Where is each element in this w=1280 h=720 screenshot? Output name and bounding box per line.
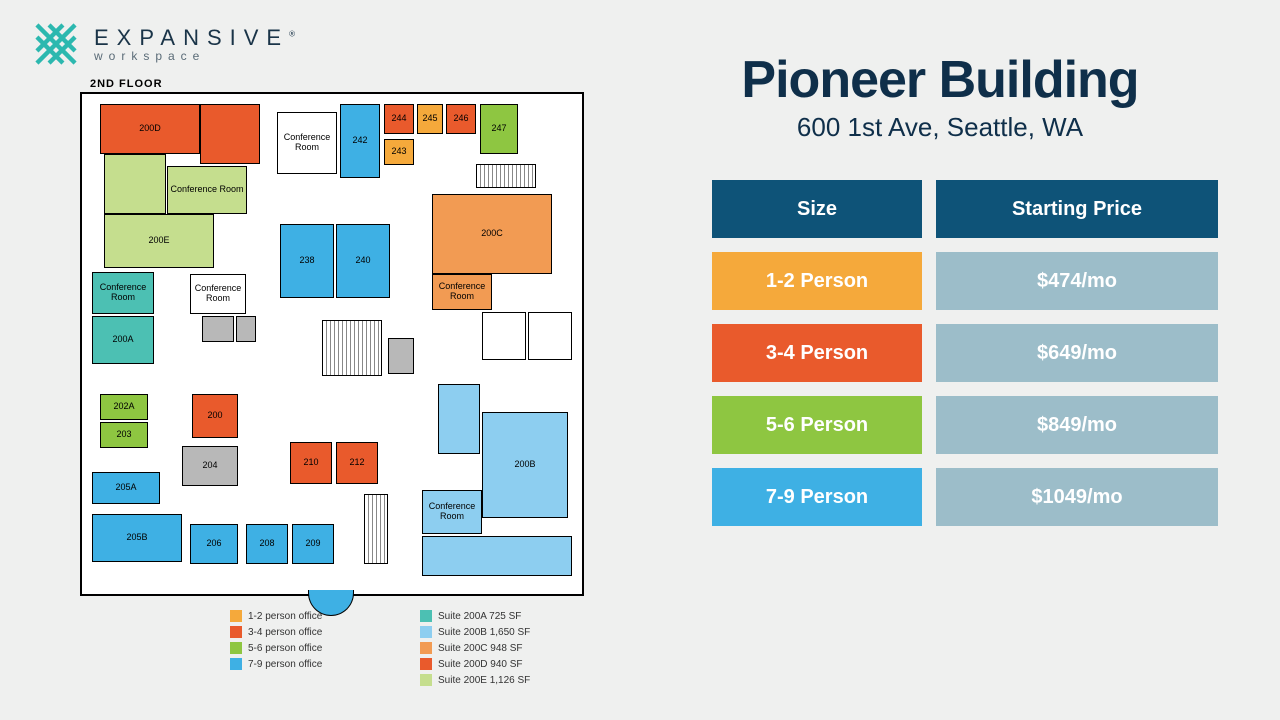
legend-label: Suite 200E 1,126 SF (438, 675, 530, 686)
legend-item: Suite 200E 1,126 SF (420, 674, 590, 686)
room-244: 244 (384, 104, 414, 134)
legend-swatch (420, 610, 432, 622)
room-confB: Conference Room (422, 490, 482, 534)
room-210: 210 (290, 442, 332, 484)
room-200C: 200C (432, 194, 552, 274)
price-cell: 3-4 Person (712, 324, 922, 382)
room-confA: Conference Room (92, 272, 154, 314)
price-cell: 1-2 Person (712, 252, 922, 310)
legend-swatch (230, 626, 242, 638)
floor-plan: 200DConference Room242244245246247243Con… (80, 92, 584, 596)
room-conf1: Conference Room (277, 112, 337, 174)
legend-label: Suite 200B 1,650 SF (438, 627, 530, 638)
room-200E: 200E (104, 214, 214, 268)
room-203: 203 (100, 422, 148, 448)
brand-name: EXPANSIVE® (94, 25, 295, 51)
room-200B: 200B (482, 412, 568, 518)
legend-label: Suite 200A 725 SF (438, 611, 521, 622)
legend-item: Suite 200D 940 SF (420, 658, 590, 670)
room-200E-r (104, 154, 166, 214)
legend-item: 5-6 person office (230, 642, 400, 654)
stairs (364, 494, 388, 564)
legend-label: Suite 200D 940 SF (438, 659, 523, 670)
room-205A: 205A (92, 472, 160, 504)
price-cell: $474/mo (936, 252, 1218, 310)
legend-label: 5-6 person office (248, 643, 322, 654)
legend-swatch (420, 658, 432, 670)
room-conf3: Conference Room (190, 274, 246, 314)
room-hall1 (202, 316, 234, 342)
price-cell: $1049/mo (936, 468, 1218, 526)
room-200r: 200 (192, 394, 238, 438)
legend-item (230, 674, 400, 686)
legend-item: 7-9 person office (230, 658, 400, 670)
brand-sub: workspace (94, 49, 295, 63)
building-title: Pioneer Building (660, 50, 1220, 110)
stairs (476, 164, 536, 188)
room-wc1 (482, 312, 526, 360)
price-cell: $649/mo (936, 324, 1218, 382)
room-200B2 (438, 384, 480, 454)
legend-item: 1-2 person office (230, 610, 400, 622)
price-cell: Size (712, 180, 922, 238)
room-202A: 202A (100, 394, 148, 420)
legend-swatch (230, 658, 242, 670)
legend-label: 7-9 person office (248, 659, 322, 670)
price-cell: 7-9 Person (712, 468, 922, 526)
legend-item: Suite 200A 725 SF (420, 610, 590, 622)
legend-label: Suite 200C 948 SF (438, 643, 523, 654)
building-address: 600 1st Ave, Seattle, WA (660, 112, 1220, 143)
room-242: 242 (340, 104, 380, 178)
room-hall2 (236, 316, 256, 342)
room-245: 245 (417, 104, 443, 134)
legend-item: Suite 200B 1,650 SF (420, 626, 590, 638)
price-cell: 5-6 Person (712, 396, 922, 454)
legend-item: 3-4 person office (230, 626, 400, 638)
pricing-table: SizeStarting Price1-2 Person$474/mo3-4 P… (712, 180, 1228, 526)
room-206: 206 (190, 524, 238, 564)
room-208: 208 (246, 524, 288, 564)
legend-label: 1-2 person office (248, 611, 322, 622)
legend-swatch (230, 642, 242, 654)
legend-swatch (420, 674, 432, 686)
legend-swatch (420, 626, 432, 638)
room-209: 209 (292, 524, 334, 564)
room-200A: 200A (92, 316, 154, 364)
room-conf2: Conference Room (167, 166, 247, 214)
room-200D-b (200, 104, 260, 164)
logo: EXPANSIVE® workspace (30, 18, 295, 70)
room-246: 246 (446, 104, 476, 134)
stairs (322, 320, 382, 376)
legend: 1-2 person office Suite 200A 725 SF 3-4 pe… (230, 610, 590, 686)
heading-block: Pioneer Building 600 1st Ave, Seattle, W… (660, 50, 1220, 143)
price-cell: Starting Price (936, 180, 1218, 238)
logo-icon (30, 18, 82, 70)
room-elev (388, 338, 414, 374)
room-238: 238 (280, 224, 334, 298)
room-wc2 (528, 312, 572, 360)
legend-item: Suite 200C 948 SF (420, 642, 590, 654)
room-243: 243 (384, 139, 414, 165)
legend-swatch (420, 642, 432, 654)
legend-swatch (230, 610, 242, 622)
legend-label: 3-4 person office (248, 627, 322, 638)
room-205B: 205B (92, 514, 182, 562)
room-212: 212 (336, 442, 378, 484)
floor-label: 2ND FLOOR (90, 78, 163, 90)
room-200D: 200D (100, 104, 200, 154)
room-confC: Conference Room (432, 274, 492, 310)
room-200B3 (422, 536, 572, 576)
room-247: 247 (480, 104, 518, 154)
room-204: 204 (182, 446, 238, 486)
room-240: 240 (336, 224, 390, 298)
price-cell: $849/mo (936, 396, 1218, 454)
